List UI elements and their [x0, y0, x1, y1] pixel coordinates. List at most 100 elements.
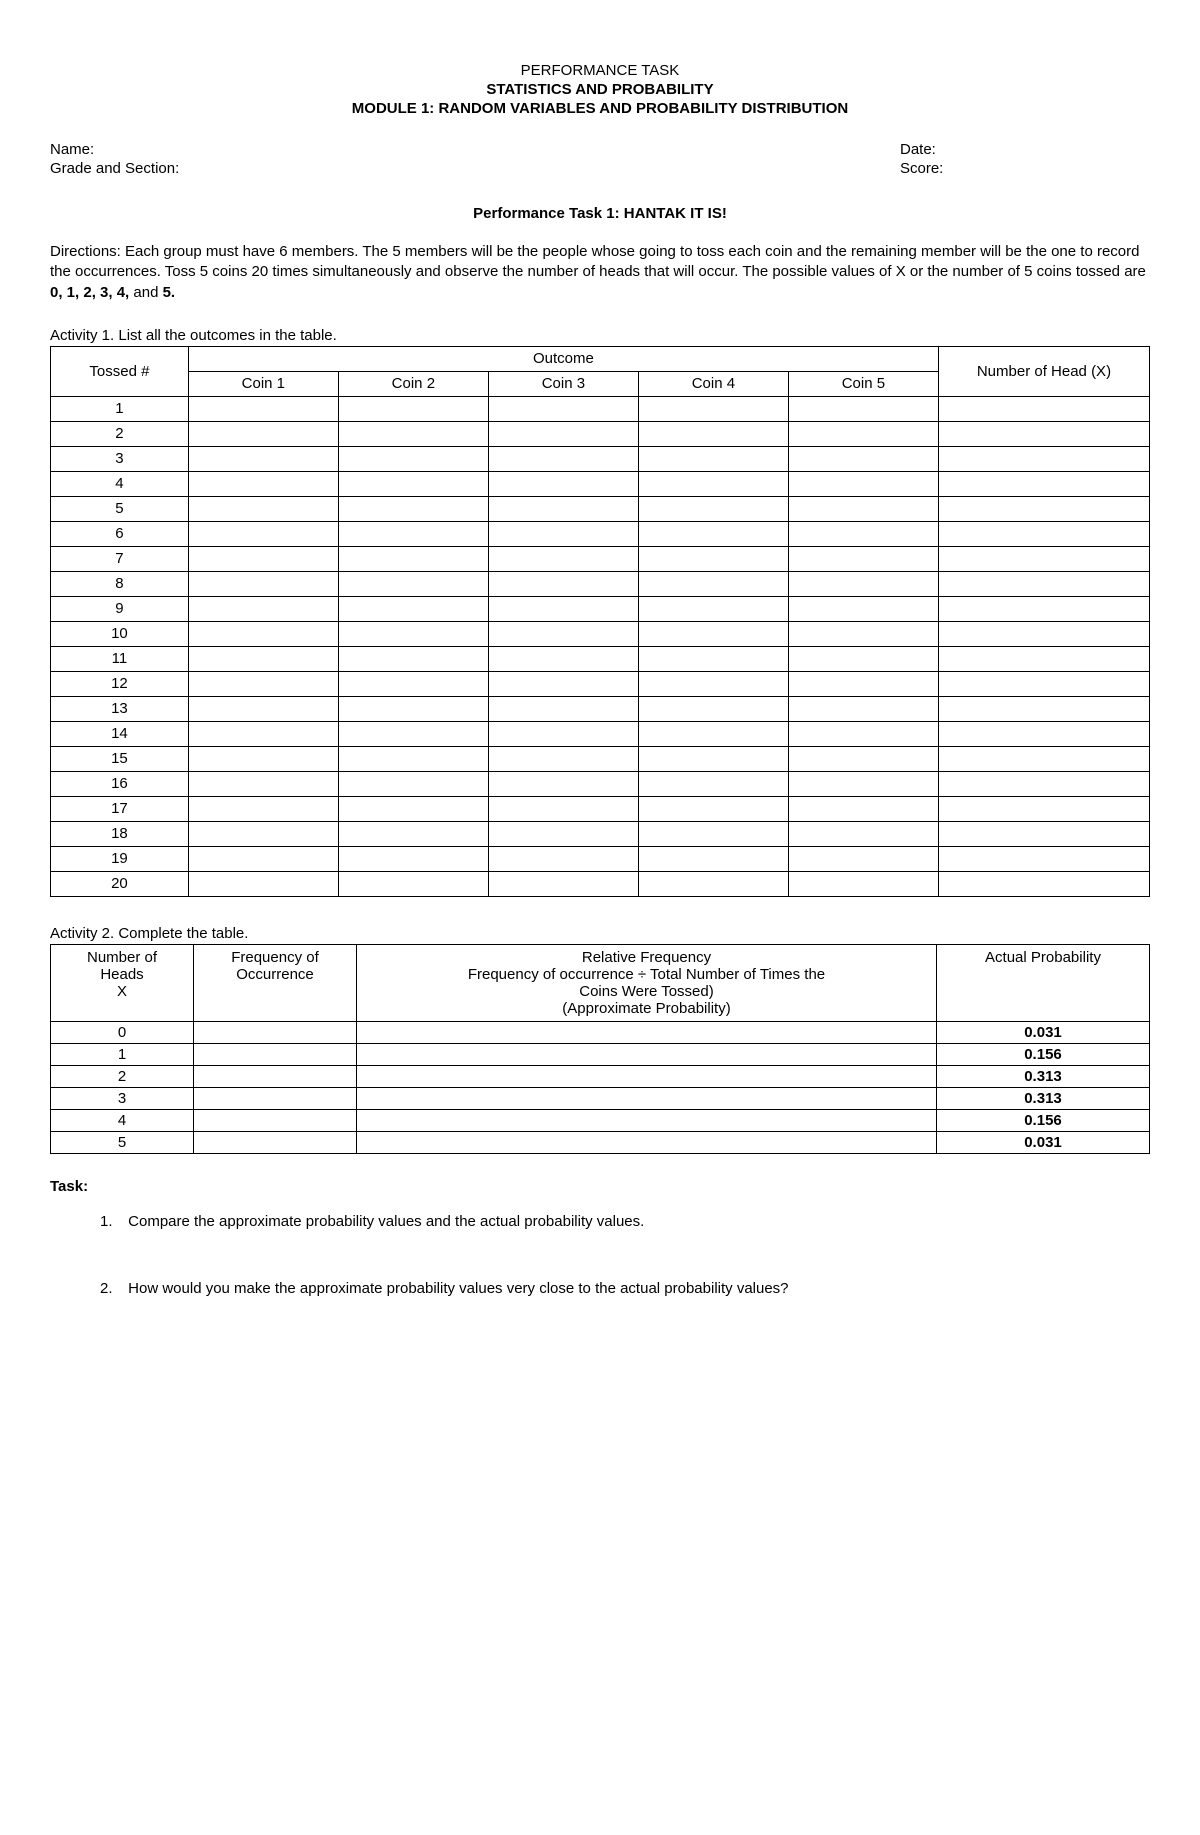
outcome-cell [188, 771, 338, 796]
frequency-cell [194, 1065, 357, 1087]
relative-frequency-cell [357, 1131, 937, 1153]
relative-frequency-cell [357, 1087, 937, 1109]
outcome-cell [188, 821, 338, 846]
numheads-cell [938, 471, 1149, 496]
frequency-cell [194, 1021, 357, 1043]
numheads-cell [938, 821, 1149, 846]
outcome-cell [338, 821, 488, 846]
outcome-cell [788, 671, 938, 696]
table-row: 20 [51, 871, 1150, 896]
outcome-cell [338, 771, 488, 796]
outcome-cell [188, 521, 338, 546]
tossed-number: 17 [51, 796, 189, 821]
outcome-cell [188, 846, 338, 871]
outcome-cell [788, 721, 938, 746]
actual-probability: 0.031 [937, 1021, 1150, 1043]
outcome-cell [788, 821, 938, 846]
date-label: Date: [900, 141, 1150, 158]
tossed-number: 8 [51, 571, 189, 596]
outcome-cell [488, 396, 638, 421]
table-row: 12 [51, 671, 1150, 696]
tossed-number: 6 [51, 521, 189, 546]
numheads-cell [938, 621, 1149, 646]
outcome-cell [338, 721, 488, 746]
outcome-cell [338, 471, 488, 496]
tossed-number: 19 [51, 846, 189, 871]
table-row: 7 [51, 546, 1150, 571]
tossed-number: 16 [51, 771, 189, 796]
outcome-cell [188, 496, 338, 521]
heads-value: 4 [51, 1109, 194, 1131]
outcome-cell [638, 696, 788, 721]
outcome-cell [788, 571, 938, 596]
outcome-cell [638, 496, 788, 521]
frequency-cell [194, 1109, 357, 1131]
outcome-cell [788, 871, 938, 896]
outcome-cell [188, 721, 338, 746]
actual-probability: 0.313 [937, 1087, 1150, 1109]
outcome-cell [488, 746, 638, 771]
relative-frequency-cell [357, 1065, 937, 1087]
t2-col2-header: Frequency of Occurrence [194, 944, 357, 1021]
numheads-header: Number of Head (X) [938, 346, 1149, 396]
tossed-number: 1 [51, 396, 189, 421]
activity2-label: Activity 2. Complete the table. [50, 925, 1150, 942]
actual-probability: 0.156 [937, 1043, 1150, 1065]
directions-paragraph: Directions: Each group must have 6 membe… [50, 242, 1150, 303]
outcome-cell [488, 596, 638, 621]
outcome-cell [488, 421, 638, 446]
coin-header: Coin 4 [638, 371, 788, 396]
relative-frequency-cell [357, 1109, 937, 1131]
numheads-cell [938, 646, 1149, 671]
outcome-cell [638, 596, 788, 621]
activity1-label: Activity 1. List all the outcomes in the… [50, 327, 1150, 344]
numheads-cell [938, 521, 1149, 546]
outcome-cell [338, 746, 488, 771]
numheads-cell [938, 696, 1149, 721]
numheads-cell [938, 796, 1149, 821]
outcome-cell [488, 621, 638, 646]
numheads-cell [938, 496, 1149, 521]
outcome-cell [188, 571, 338, 596]
header-line-2: STATISTICS AND PROBABILITY [50, 81, 1150, 98]
table-row: 40.156 [51, 1109, 1150, 1131]
numheads-cell [938, 446, 1149, 471]
outcome-cell [188, 396, 338, 421]
outcome-cell [338, 421, 488, 446]
outcome-cell [788, 696, 938, 721]
outcome-cell [788, 421, 938, 446]
table-row: 9 [51, 596, 1150, 621]
table-row: 2 [51, 421, 1150, 446]
tossed-number: 5 [51, 496, 189, 521]
outcome-cell [338, 796, 488, 821]
outcome-cell [488, 571, 638, 596]
actual-probability: 0.031 [937, 1131, 1150, 1153]
numheads-cell [938, 746, 1149, 771]
table-row: 5 [51, 496, 1150, 521]
outcome-cell [338, 846, 488, 871]
outcome-cell [788, 471, 938, 496]
task-text: Compare the approximate probability valu… [128, 1213, 644, 1230]
task-text: How would you make the approximate proba… [128, 1280, 788, 1297]
outcome-cell [338, 671, 488, 696]
outcome-cell [788, 596, 938, 621]
frequency-cell [194, 1043, 357, 1065]
grade-section-label: Grade and Section: [50, 160, 179, 177]
frequency-cell [194, 1131, 357, 1153]
numheads-cell [938, 421, 1149, 446]
outcome-cell [788, 621, 938, 646]
numheads-cell [938, 671, 1149, 696]
outcome-cell [338, 446, 488, 471]
table-row: 17 [51, 796, 1150, 821]
outcome-cell [188, 796, 338, 821]
outcome-cell [488, 671, 638, 696]
outcome-cell [188, 471, 338, 496]
outcome-cell [638, 746, 788, 771]
outcome-cell [488, 821, 638, 846]
tossed-number: 7 [51, 546, 189, 571]
outcome-cell [488, 471, 638, 496]
outcome-cell [638, 621, 788, 646]
outcome-cell [188, 621, 338, 646]
outcome-cell [488, 721, 638, 746]
outcome-cell [488, 446, 638, 471]
